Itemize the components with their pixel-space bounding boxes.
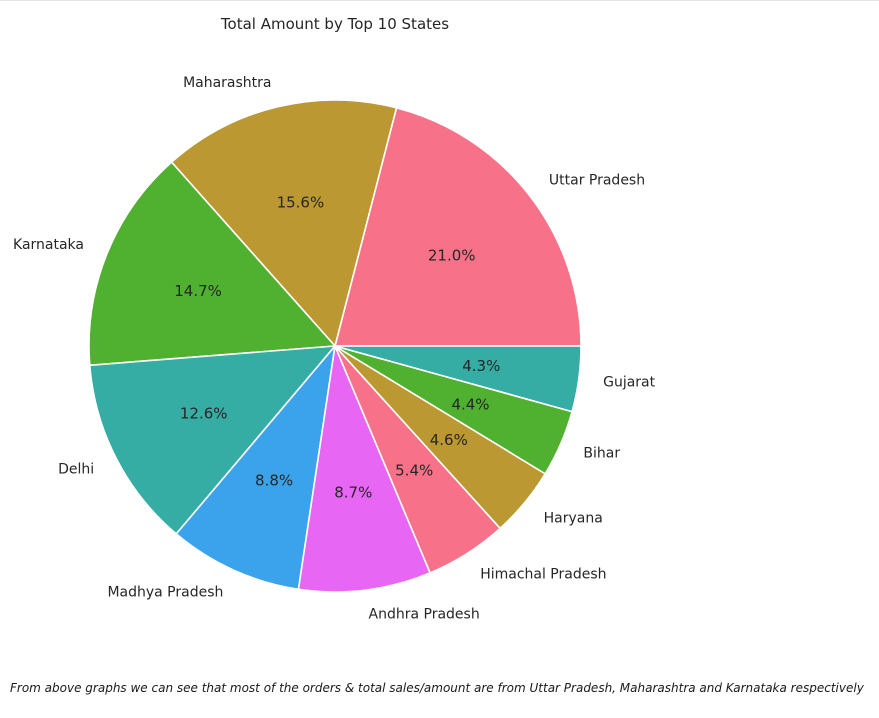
label-himachal-pradesh: Himachal Pradesh	[480, 566, 606, 582]
pct-haryana: 4.6%	[430, 431, 468, 449]
pct-uttar-pradesh: 21.0%	[428, 247, 476, 265]
slice-madhya-pradesh	[175, 343, 337, 591]
analysis-note: From above graphs we can see that most o…	[10, 681, 864, 695]
pct-delhi: 12.6%	[180, 404, 228, 422]
top-divider	[0, 0, 879, 1]
label-maharashtra: Maharashtra	[183, 75, 271, 91]
slice-gujarat	[334, 345, 582, 413]
slice-maharashtra	[170, 99, 398, 348]
label-bihar: Bihar	[583, 445, 620, 461]
label-haryana: Haryana	[544, 510, 603, 526]
pct-andhra-pradesh: 8.7%	[334, 484, 372, 502]
pct-madhya-pradesh: 8.8%	[255, 472, 293, 490]
pie-chart: Total Amount by Top 10 States Uttar Prad…	[13, 15, 656, 623]
label-andhra-pradesh: Andhra Pradesh	[369, 607, 480, 623]
pct-gujarat: 4.3%	[462, 357, 500, 375]
category-labels: Uttar Pradesh Maharashtra Karnataka Delhi Ma…	[13, 75, 656, 623]
percent-labels: 21.0% 15.6% 14.7% 12.6% 8.8% 8.7% 5.4% 4.6% 4.4%…	[174, 194, 500, 502]
pie-slices	[88, 99, 582, 593]
chart-title: Total Amount by Top 10 States	[220, 15, 449, 33]
slice-andhra-pradesh	[297, 343, 432, 593]
label-karnataka: Karnataka	[13, 237, 84, 253]
slice-karnataka	[88, 160, 337, 367]
label-madhya-pradesh: Madhya Pradesh	[107, 585, 223, 601]
pct-karnataka: 14.7%	[174, 282, 222, 300]
pct-maharashtra: 15.6%	[277, 194, 325, 212]
pct-himachal-pradesh: 5.4%	[395, 462, 433, 480]
label-uttar-pradesh: Uttar Pradesh	[549, 172, 645, 188]
label-gujarat: Gujarat	[603, 374, 656, 390]
label-delhi: Delhi	[58, 462, 94, 478]
slice-uttar-pradesh	[333, 106, 582, 347]
pct-bihar: 4.4%	[451, 396, 489, 414]
slice-delhi	[88, 345, 337, 536]
